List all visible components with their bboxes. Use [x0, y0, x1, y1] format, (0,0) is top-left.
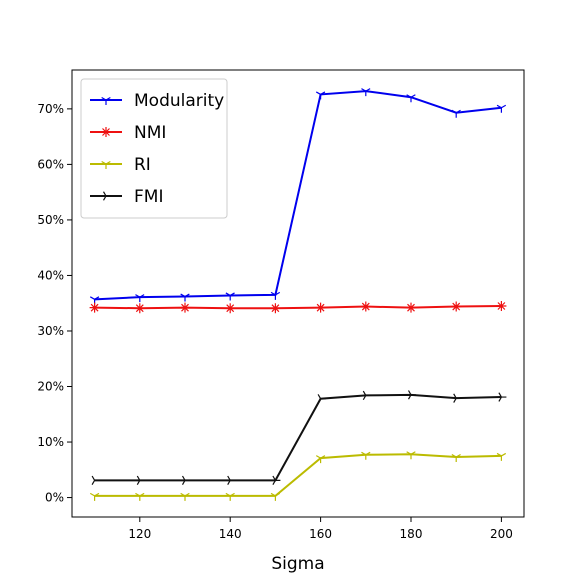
- data-point-nmi: [496, 300, 507, 311]
- legend-marker-nmi: [101, 127, 111, 137]
- data-point-fmi: [136, 475, 145, 486]
- data-point-nmi: [406, 302, 416, 313]
- data-point-modularity: [270, 291, 281, 300]
- data-point-ri: [315, 455, 326, 464]
- data-point-nmi: [134, 303, 145, 314]
- x-tick-label: 160: [309, 527, 332, 541]
- legend-label-ri: RI: [134, 155, 151, 175]
- data-point-fmi: [407, 390, 416, 400]
- data-point-modularity: [180, 293, 190, 302]
- series-modularity: [89, 88, 507, 305]
- y-tick-label: 40%: [37, 268, 64, 282]
- series-line-ri: [94, 453, 502, 497]
- data-point-nmi: [315, 302, 326, 313]
- legend: Modularity NMI RI FMI: [80, 78, 228, 219]
- y-tick-label: 60%: [37, 157, 64, 171]
- y-tick-label: 50%: [37, 213, 64, 227]
- data-point-modularity: [225, 292, 235, 301]
- data-point-fmi: [498, 392, 507, 402]
- x-axis: 120 140 160 180 200: [128, 517, 513, 541]
- y-tick-label: 10%: [37, 435, 64, 449]
- data-point-ri: [89, 492, 100, 501]
- legend-marker-fmi: [102, 191, 111, 201]
- y-tick-label: 30%: [37, 324, 64, 338]
- data-point-ri: [451, 454, 461, 463]
- data-point-modularity: [496, 104, 507, 113]
- x-axis-label: Sigma: [271, 554, 324, 574]
- data-point-ri: [361, 451, 371, 460]
- data-point-modularity: [451, 109, 461, 118]
- data-point-ri: [496, 452, 507, 461]
- data-point-fmi: [272, 475, 281, 486]
- data-point-modularity: [361, 88, 371, 97]
- series-line-nmi: [94, 304, 502, 310]
- data-point-nmi: [270, 303, 281, 314]
- legend-label-fmi: FMI: [134, 187, 163, 207]
- data-point-ri: [270, 492, 281, 501]
- data-point-nmi: [225, 303, 236, 314]
- data-point-nmi: [89, 302, 100, 313]
- legend-box: [80, 78, 228, 219]
- data-point-fmi: [362, 390, 371, 401]
- data-point-nmi: [451, 301, 462, 312]
- plot-lines: [89, 88, 507, 501]
- series-line-fmi: [94, 393, 502, 482]
- y-tick-label: 0%: [45, 491, 64, 505]
- data-point-fmi: [181, 475, 190, 486]
- data-point-fmi: [91, 475, 100, 486]
- y-tick-label: 70%: [37, 102, 64, 116]
- series-line-modularity: [94, 90, 502, 301]
- data-point-modularity: [406, 94, 416, 103]
- data-point-fmi: [317, 394, 326, 404]
- x-tick-label: 140: [219, 527, 242, 541]
- data-point-modularity: [315, 91, 326, 100]
- x-tick-label: 120: [128, 527, 151, 541]
- legend-label-nmi: NMI: [134, 123, 166, 143]
- data-point-nmi: [360, 301, 371, 312]
- data-point-nmi: [180, 302, 190, 313]
- data-point-fmi: [453, 393, 462, 403]
- data-point-ri: [225, 492, 235, 501]
- legend-marker-modularity: [101, 96, 111, 105]
- data-point-fmi: [227, 475, 236, 486]
- series-ri: [89, 451, 507, 501]
- legend-label-modularity: Modularity: [134, 91, 224, 111]
- y-axis: 0% 10% 20% 30% 40% 50% 60% 70%: [37, 102, 72, 505]
- legend-marker-ri: [101, 160, 111, 169]
- series-nmi: [89, 300, 507, 314]
- data-point-ri: [180, 492, 190, 501]
- data-point-modularity: [135, 294, 145, 303]
- data-point-ri: [406, 451, 416, 460]
- plot-frame: [71, 69, 525, 518]
- y-tick-label: 20%: [37, 380, 64, 394]
- data-point-ri: [135, 492, 145, 501]
- series-fmi: [91, 390, 507, 486]
- x-tick-label: 180: [400, 527, 423, 541]
- x-tick-label: 200: [490, 527, 513, 541]
